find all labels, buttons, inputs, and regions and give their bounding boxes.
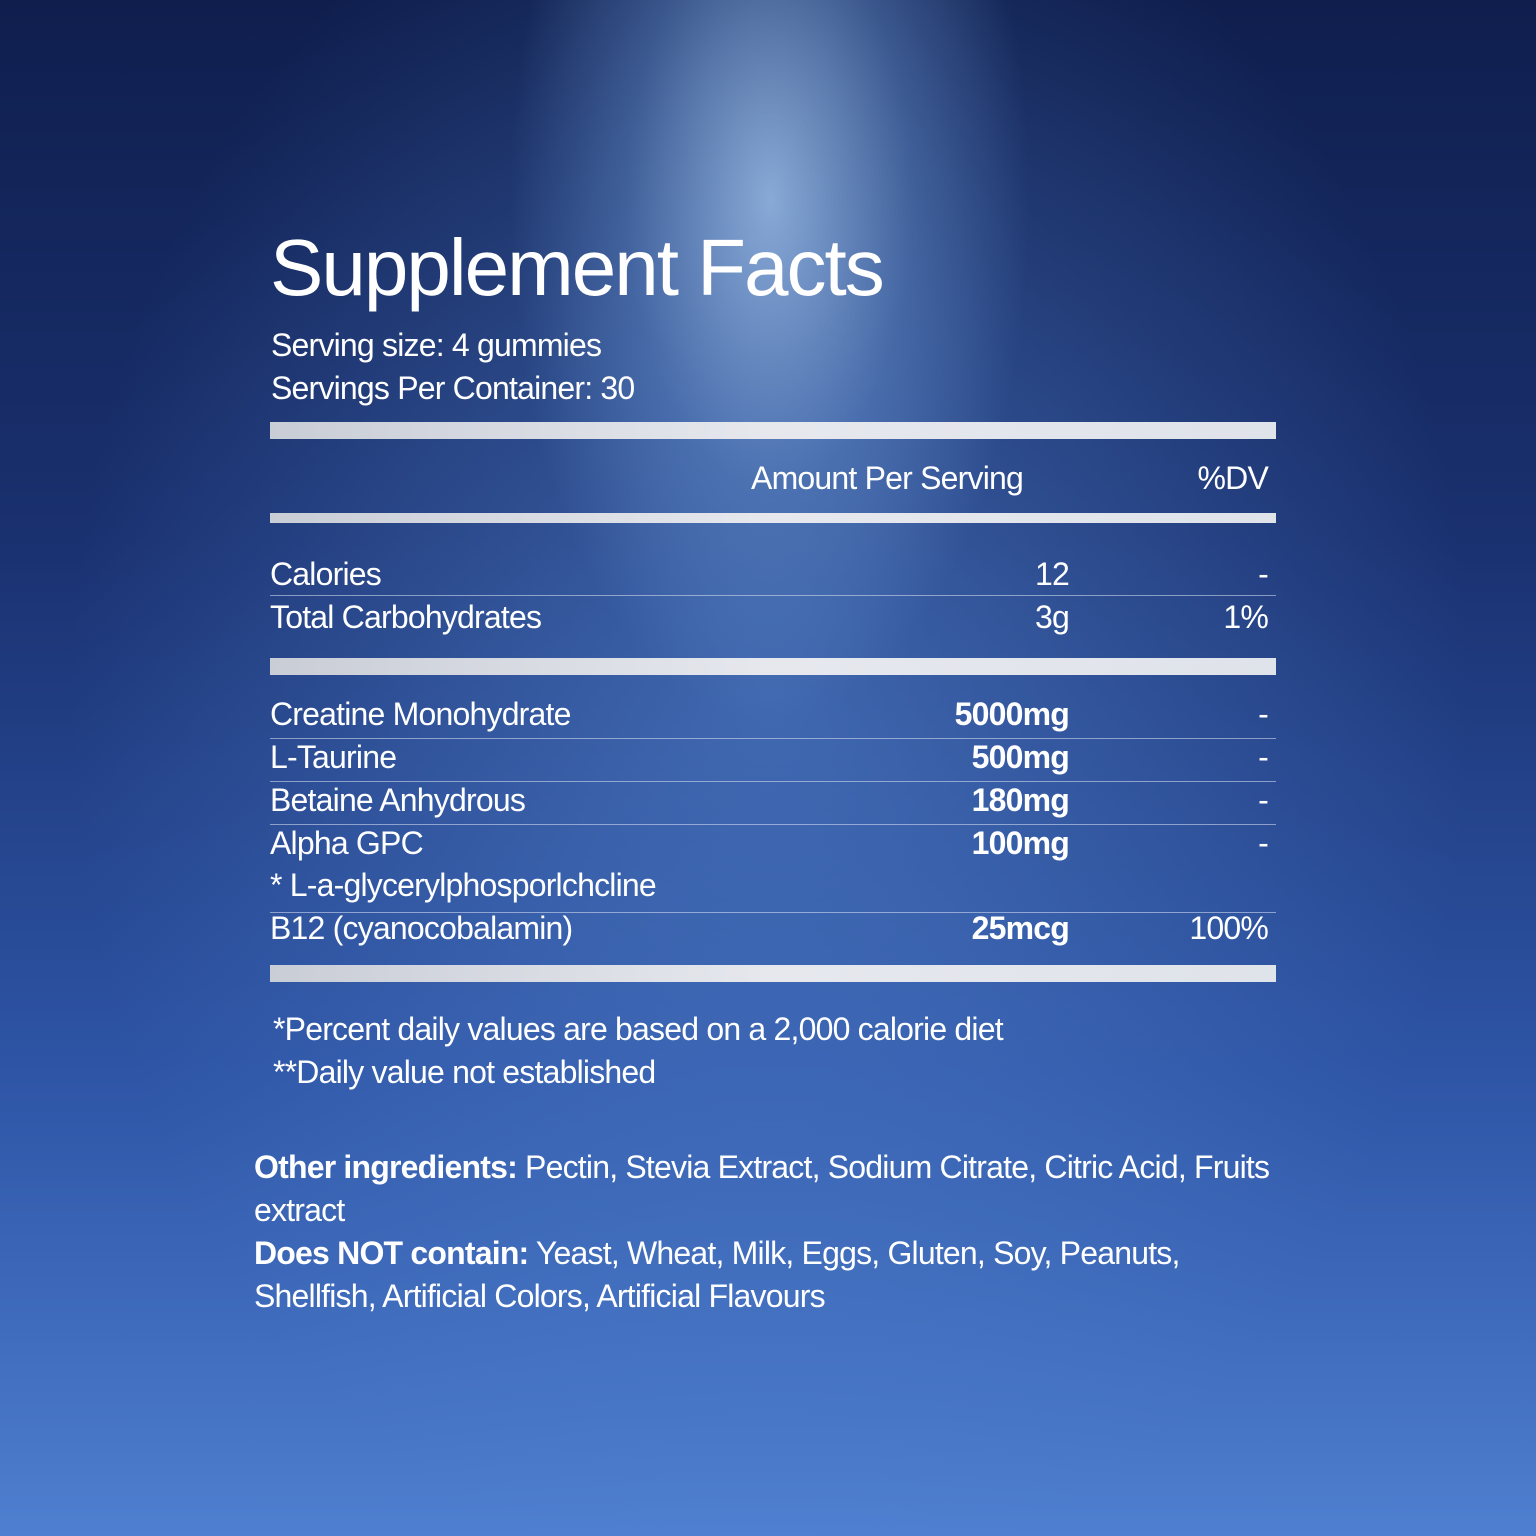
row-divider [270, 912, 1276, 913]
row-divider [270, 781, 1276, 782]
row-dv: - [1258, 782, 1269, 818]
row-dv: - [1258, 556, 1269, 592]
row-amount: 100mg [971, 825, 1070, 861]
row-dv: - [1258, 696, 1269, 732]
row-amount: 180mg [971, 782, 1070, 818]
table-row: L-Taurine 500mg - [270, 736, 1269, 778]
column-header-row: Amount Per Serving %DV [270, 457, 1269, 499]
table-row: B12 (cyanocobalamin) 25mcg 100% [270, 907, 1269, 949]
page-title: Supplement Facts [270, 223, 885, 312]
row-divider [270, 824, 1276, 825]
row-name: Creatine Monohydrate [270, 696, 571, 732]
other-ingredients: Other ingredients: Pectin, Stevia Extrac… [254, 1146, 1294, 1232]
does-not-contain-text: Yeast, Wheat, Milk, Eggs, Gluten, Soy, P… [254, 1235, 1180, 1314]
serving-size: Serving size: 4 gummies [271, 327, 602, 363]
row-name: Total Carbohydrates [270, 599, 542, 635]
row-divider [270, 738, 1276, 739]
row-name-suffix: (cyanocobalamin) [324, 910, 574, 946]
row-dv: - [1258, 739, 1269, 775]
footnote: **Daily value not established [273, 1054, 656, 1090]
amount-header: Amount Per Serving [751, 460, 1024, 496]
table-row: Betaine Anhydrous 180mg - [270, 779, 1269, 821]
row-name: L-Taurine [270, 739, 397, 775]
row-dv: 100% [1189, 910, 1268, 946]
other-ingredients-text: Pectin, Stevia Extract, Sodium Citrate, … [254, 1149, 1270, 1228]
does-not-contain: Does NOT contain: Yeast, Wheat, Milk, Eg… [254, 1232, 1294, 1318]
footnote: *Percent daily values are based on a 2,0… [273, 1011, 1004, 1047]
table-row: Alpha GPC 100mg - [270, 822, 1269, 864]
row-name-main: B12 [270, 910, 325, 946]
table-row: Creatine Monohydrate 5000mg - [270, 693, 1269, 735]
row-note: * L-a-glycerylphosporlchcline [270, 867, 657, 903]
row-name: Calories [270, 556, 382, 592]
row-amount: 25mcg [971, 910, 1070, 946]
table-row: Calories 12 - [270, 553, 1269, 595]
row-name: Alpha GPC [270, 825, 424, 861]
table-row: Total Carbohydrates 3g 1% [270, 596, 1269, 638]
dv-header: %DV [1197, 460, 1268, 496]
row-amount: 500mg [971, 739, 1070, 775]
does-not-contain-label: Does NOT contain: [254, 1235, 529, 1271]
other-ingredients-label: Other ingredients: [254, 1149, 518, 1185]
row-amount: 12 [1035, 556, 1070, 592]
divider-bar [270, 422, 1276, 439]
row-amount: 5000mg [954, 696, 1070, 732]
row-dv: 1% [1223, 599, 1268, 635]
row-dv: - [1258, 825, 1269, 861]
servings-per-container: Servings Per Container: 30 [271, 370, 635, 406]
divider-bar [270, 658, 1276, 675]
row-name: B12 (cyanocobalamin) [270, 907, 574, 949]
row-amount: 3g [1035, 599, 1070, 635]
row-name: Betaine Anhydrous [270, 782, 526, 818]
row-divider [270, 595, 1276, 596]
table-row-note: * L-a-glycerylphosporlchcline [270, 864, 1268, 906]
divider-bar [270, 965, 1276, 982]
divider-bar [270, 513, 1276, 523]
